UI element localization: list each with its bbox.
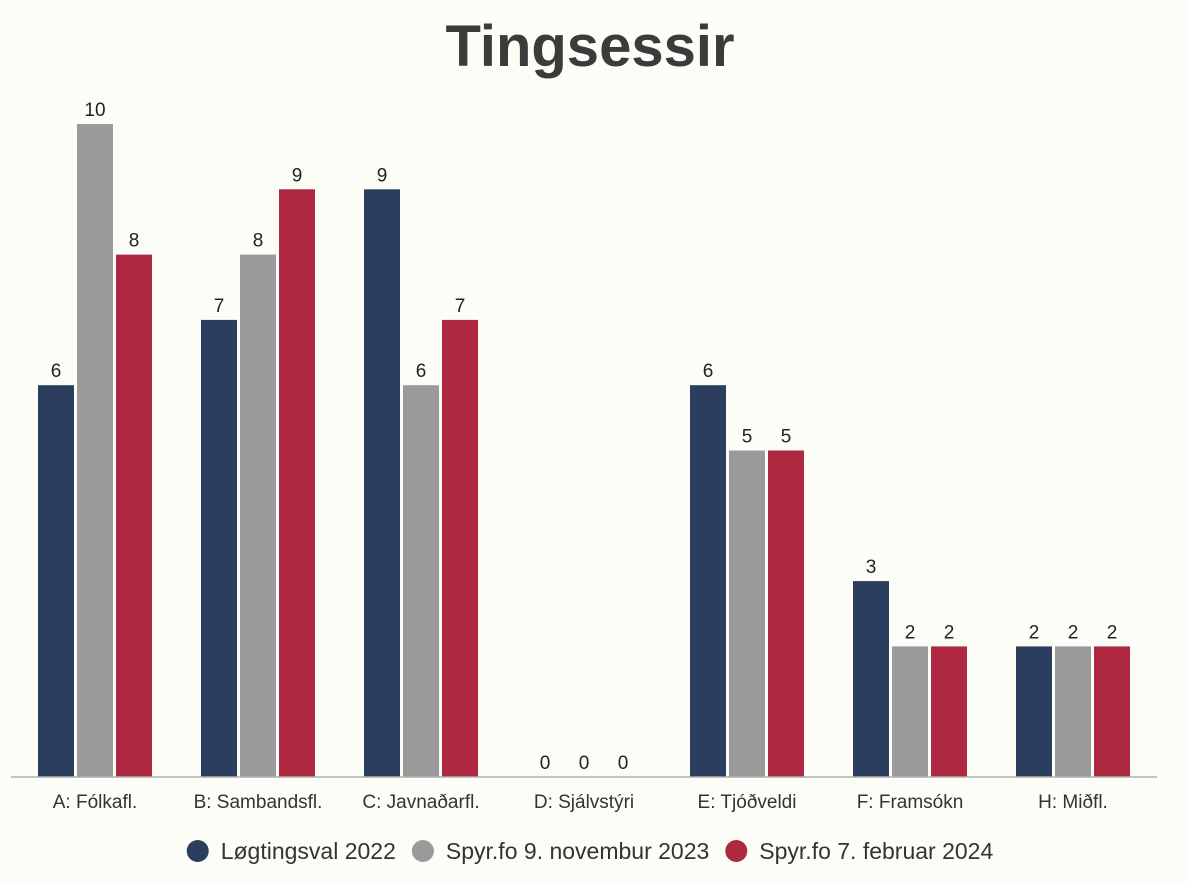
data-label-1-series-2: 10 [84, 100, 105, 121]
data-label-1-series-3: 8 [129, 231, 140, 252]
data-label-5-series-2: 5 [742, 427, 753, 448]
bar-2-series-1 [201, 319, 237, 777]
data-label-6-series-3: 2 [944, 622, 955, 643]
bar-6-series-1 [853, 581, 889, 777]
data-label-4-series-1: 0 [540, 753, 551, 774]
category-label-4: D: Sjálvstýri [534, 792, 634, 813]
bar-5-series-3 [768, 450, 804, 777]
bar-6-series-3 [931, 646, 967, 777]
data-label-7-series-2: 2 [1068, 622, 1079, 643]
data-label-3-series-3: 7 [455, 296, 466, 317]
value-labels-group: 6 10 8 7 8 9 9 6 7 0 0 0 6 5 5 3 2 2 2 2 2 [51, 100, 1118, 774]
bar-5-series-2 [729, 450, 765, 777]
bar-7-series-1 [1016, 646, 1052, 777]
legend-label-2: Spyr.fo 9. novembur 2023 [446, 838, 709, 864]
category-label-5: E: Tjóðveldi [698, 792, 797, 813]
chart-title: Tingsessir [445, 14, 734, 79]
bar-2-series-2 [240, 254, 276, 778]
bar-7-series-2 [1055, 646, 1091, 777]
category-labels-group: A: Fólkafl. B: Sambandsfl. C: Javnaðarfl. D… [53, 792, 1108, 813]
bar-2-series-3 [279, 189, 315, 778]
category-label-6: F: Framsókn [857, 792, 964, 813]
data-label-5-series-3: 5 [781, 427, 792, 448]
data-label-3-series-1: 9 [377, 165, 388, 186]
bars-group [38, 124, 1130, 778]
bar-6-series-2 [892, 646, 928, 777]
bar-7-series-3 [1094, 646, 1130, 777]
legend-swatch-2 [411, 840, 434, 862]
data-label-4-series-2: 0 [579, 753, 590, 774]
data-label-4-series-3: 0 [618, 753, 629, 774]
data-label-1-series-1: 6 [51, 361, 62, 382]
category-label-7: H: Miðfl. [1038, 792, 1108, 813]
bar-3-series-2 [403, 385, 439, 777]
category-label-1: A: Fólkafl. [53, 792, 137, 813]
data-label-2-series-3: 9 [292, 165, 303, 186]
bar-3-series-3 [442, 319, 478, 777]
category-label-2: B: Sambandsfl. [194, 792, 323, 813]
data-label-3-series-2: 6 [416, 361, 427, 382]
category-label-3: C: Javnaðarfl. [362, 792, 479, 813]
bar-1-series-3 [116, 254, 152, 778]
data-label-2-series-2: 8 [253, 231, 264, 252]
data-label-7-series-3: 2 [1107, 622, 1118, 643]
legend-swatch-1 [186, 840, 209, 862]
legend-label-1: Løgtingsval 2022 [221, 838, 396, 864]
bar-1-series-2 [77, 124, 113, 777]
data-label-5-series-1: 6 [703, 361, 714, 382]
bar-5-series-1 [690, 385, 726, 777]
data-label-6-series-2: 2 [905, 622, 916, 643]
legend-swatch-3 [725, 840, 748, 862]
bar-3-series-1 [364, 189, 400, 778]
bar-1-series-1 [38, 385, 74, 777]
data-label-6-series-1: 3 [866, 557, 877, 578]
legend-label-3: Spyr.fo 7. februar 2024 [759, 838, 993, 864]
data-label-7-series-1: 2 [1029, 622, 1040, 643]
legend: Løgtingsval 2022 Spyr.fo 9. novembur 2023… [186, 838, 993, 864]
data-label-2-series-1: 7 [214, 296, 225, 317]
